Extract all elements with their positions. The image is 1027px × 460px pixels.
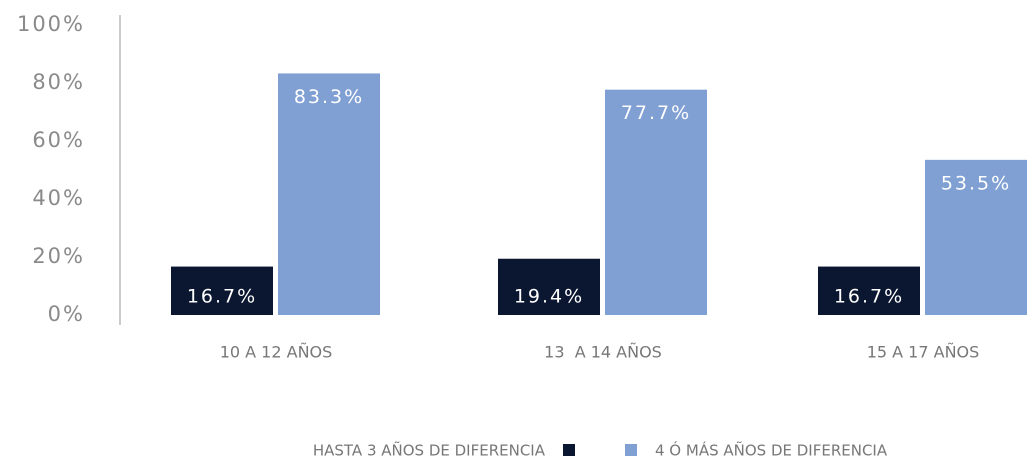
bar (925, 159, 1027, 315)
bar (818, 266, 920, 315)
legend-label: HASTA 3 AÑOS DE DIFERENCIA (313, 441, 546, 460)
value-label: 16.7% (834, 286, 904, 308)
value-label: 53.5% (941, 172, 1011, 194)
y-tick-label: 40% (32, 186, 85, 210)
x-tick-label: 10 A 12 AÑOS (220, 343, 333, 362)
x-tick-label: 15 A 17 AÑOS (867, 343, 980, 362)
x-tick-label: 13 A 14 AÑOS (544, 343, 662, 362)
value-label: 77.7% (621, 102, 691, 124)
value-label: 19.4% (514, 286, 584, 308)
bar (605, 89, 707, 315)
value-label: 16.7% (187, 286, 257, 308)
bar (278, 73, 380, 316)
bar (171, 266, 273, 315)
value-label: 83.3% (294, 86, 364, 108)
y-tick-label: 20% (32, 244, 85, 268)
bar (498, 258, 600, 315)
y-tick-label: 100% (17, 12, 85, 36)
y-tick-label: 0% (48, 302, 85, 326)
legend-swatch (563, 444, 575, 456)
y-tick-label: 60% (32, 128, 85, 152)
legend-swatch (625, 444, 637, 456)
y-tick-label: 80% (32, 70, 85, 94)
legend-label: 4 Ó MÁS AÑOS DE DIFERENCIA (655, 441, 888, 460)
